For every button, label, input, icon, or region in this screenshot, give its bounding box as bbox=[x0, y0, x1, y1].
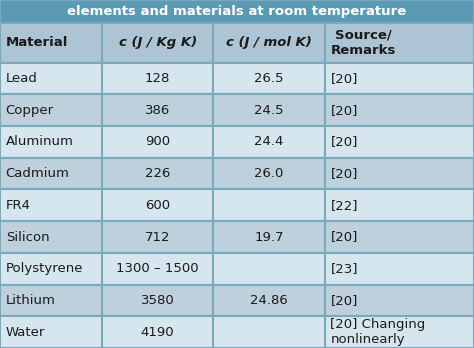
Text: [22]: [22] bbox=[330, 199, 358, 212]
Bar bbox=[325, 158, 474, 189]
Text: 226: 226 bbox=[145, 167, 170, 180]
Bar bbox=[325, 63, 474, 94]
Bar bbox=[325, 253, 474, 285]
Text: 26.5: 26.5 bbox=[254, 72, 284, 85]
Bar bbox=[102, 189, 213, 221]
Bar bbox=[325, 285, 474, 316]
Text: [20]: [20] bbox=[330, 104, 358, 117]
Bar bbox=[213, 189, 325, 221]
Text: Silicon: Silicon bbox=[6, 230, 49, 244]
Bar bbox=[325, 126, 474, 158]
Bar bbox=[0, 158, 102, 189]
Text: 386: 386 bbox=[145, 104, 170, 117]
Text: Aluminum: Aluminum bbox=[6, 135, 73, 148]
Text: Material: Material bbox=[6, 36, 68, 49]
Bar bbox=[0, 285, 102, 316]
Text: [20] Changing
nonlinearly: [20] Changing nonlinearly bbox=[330, 318, 426, 346]
Bar bbox=[213, 63, 325, 94]
Text: c (J / Kg K): c (J / Kg K) bbox=[118, 36, 197, 49]
Bar bbox=[102, 94, 213, 126]
Text: [20]: [20] bbox=[330, 72, 358, 85]
Text: [20]: [20] bbox=[330, 135, 358, 148]
Text: 24.4: 24.4 bbox=[255, 135, 283, 148]
Bar bbox=[0, 0, 474, 23]
Text: 24.5: 24.5 bbox=[254, 104, 284, 117]
Text: 712: 712 bbox=[145, 230, 170, 244]
Text: 900: 900 bbox=[145, 135, 170, 148]
Text: FR4: FR4 bbox=[6, 199, 31, 212]
Text: Cadmium: Cadmium bbox=[6, 167, 70, 180]
Bar bbox=[102, 158, 213, 189]
Text: 26.0: 26.0 bbox=[255, 167, 283, 180]
Text: Lead: Lead bbox=[6, 72, 37, 85]
Text: 3580: 3580 bbox=[141, 294, 174, 307]
Bar bbox=[102, 253, 213, 285]
Bar bbox=[0, 23, 102, 63]
Bar bbox=[0, 221, 102, 253]
Text: 128: 128 bbox=[145, 72, 170, 85]
Bar bbox=[325, 189, 474, 221]
Bar bbox=[0, 63, 102, 94]
Bar bbox=[213, 316, 325, 348]
Text: [20]: [20] bbox=[330, 230, 358, 244]
Bar bbox=[213, 285, 325, 316]
Text: Water: Water bbox=[6, 326, 45, 339]
Text: [23]: [23] bbox=[330, 262, 358, 275]
Bar bbox=[102, 23, 213, 63]
Bar bbox=[325, 221, 474, 253]
Bar bbox=[213, 253, 325, 285]
Text: Copper: Copper bbox=[6, 104, 54, 117]
Bar bbox=[102, 126, 213, 158]
Bar bbox=[213, 221, 325, 253]
Text: c (J / mol K): c (J / mol K) bbox=[226, 36, 312, 49]
Bar bbox=[0, 126, 102, 158]
Bar bbox=[102, 316, 213, 348]
Bar bbox=[325, 94, 474, 126]
Bar bbox=[325, 23, 474, 63]
Text: [20]: [20] bbox=[330, 167, 358, 180]
Text: 1300 – 1500: 1300 – 1500 bbox=[116, 262, 199, 275]
Text: 600: 600 bbox=[145, 199, 170, 212]
Bar bbox=[102, 285, 213, 316]
Text: [20]: [20] bbox=[330, 294, 358, 307]
Text: 4190: 4190 bbox=[141, 326, 174, 339]
Bar bbox=[0, 94, 102, 126]
Bar bbox=[213, 94, 325, 126]
Bar bbox=[0, 189, 102, 221]
Text: 19.7: 19.7 bbox=[254, 230, 284, 244]
Bar bbox=[325, 316, 474, 348]
Text: elements and materials at room temperature: elements and materials at room temperatu… bbox=[67, 5, 407, 18]
Bar bbox=[0, 316, 102, 348]
Bar bbox=[102, 63, 213, 94]
Bar bbox=[213, 23, 325, 63]
Text: Source/
Remarks: Source/ Remarks bbox=[330, 29, 396, 57]
Bar bbox=[213, 158, 325, 189]
Text: Lithium: Lithium bbox=[6, 294, 55, 307]
Text: Polystyrene: Polystyrene bbox=[6, 262, 83, 275]
Text: 24.86: 24.86 bbox=[250, 294, 288, 307]
Bar bbox=[213, 126, 325, 158]
Bar bbox=[0, 253, 102, 285]
Bar bbox=[102, 221, 213, 253]
